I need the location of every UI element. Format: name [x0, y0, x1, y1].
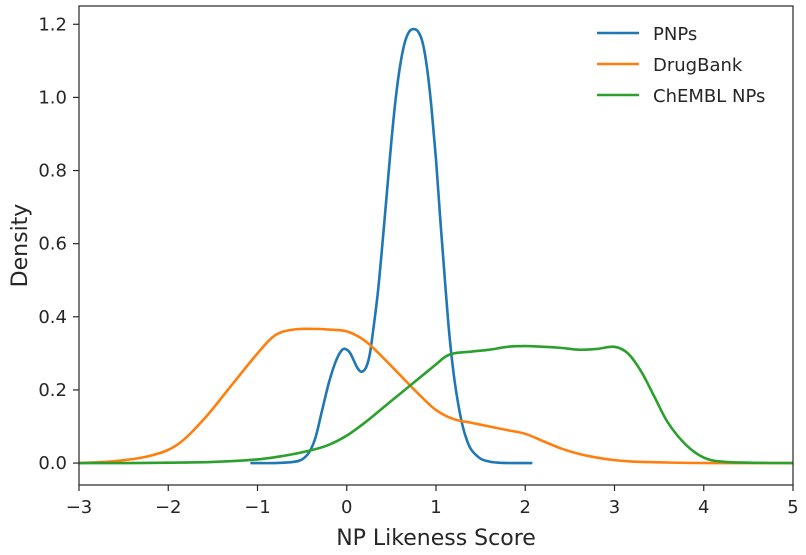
x-tick-label: −2 — [155, 497, 182, 518]
x-tick-label: 2 — [520, 497, 531, 518]
y-tick-label: 1.2 — [38, 14, 67, 35]
series-line-drugbank — [78, 327, 793, 465]
y-tick-label: 0.6 — [38, 234, 67, 255]
series-layer — [78, 27, 794, 465]
plot-frame — [78, 5, 794, 486]
legend-label-chembl-nps: ChEMBL NPs — [653, 86, 765, 107]
x-tick-label: 0 — [341, 497, 352, 518]
x-tick-label: −3 — [66, 497, 93, 518]
x-axis: −3 −2 −1 0 1 2 3 4 5 — [66, 485, 799, 518]
x-tick-label: 1 — [430, 497, 441, 518]
x-tick-label: 4 — [698, 497, 709, 518]
x-axis-label: NP Likeness Score — [336, 526, 536, 551]
y-tick-label: 0.0 — [38, 453, 67, 474]
series-line-chembl-nps — [78, 344, 794, 465]
y-tick-label: 1.0 — [38, 87, 67, 108]
x-tick-label: −1 — [244, 497, 271, 518]
x-tick-label: 3 — [609, 497, 620, 518]
legend-label-pnps: PNPs — [653, 24, 697, 45]
series-line-pnps — [250, 27, 533, 465]
legend-label-drugbank: DrugBank — [653, 55, 743, 76]
legend: PNPs DrugBank ChEMBL NPs — [597, 24, 765, 107]
x-tick-label: 5 — [787, 497, 798, 518]
y-tick-label: 0.4 — [38, 307, 67, 328]
y-tick-label: 0.2 — [38, 380, 67, 401]
y-axis-label: Density — [8, 204, 33, 288]
y-tick-label: 0.8 — [38, 161, 67, 182]
y-axis: 0.0 0.2 0.4 0.6 0.8 1.0 1.2 — [38, 14, 79, 474]
